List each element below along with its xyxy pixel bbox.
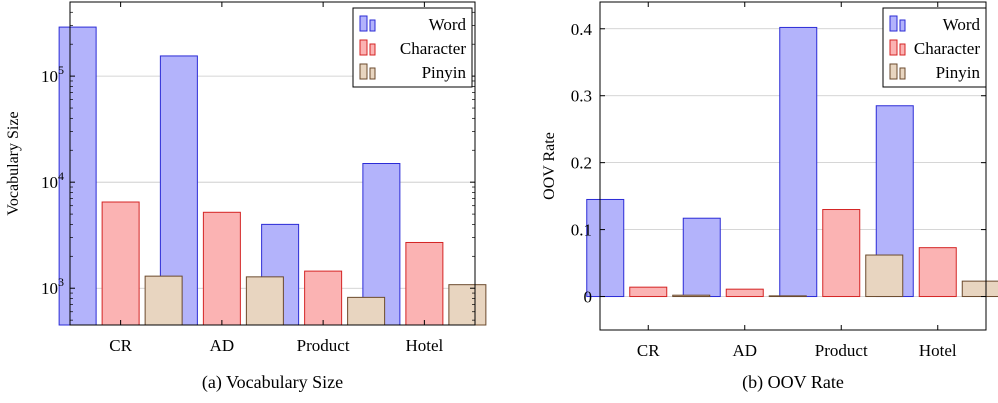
bar-word-ad bbox=[682, 217, 721, 298]
legend-swatch bbox=[899, 43, 906, 56]
bar-word-product bbox=[779, 26, 818, 298]
legend-swatch bbox=[369, 19, 376, 32]
legend-swatch bbox=[889, 63, 898, 80]
x-tick-label: AD bbox=[732, 341, 757, 360]
legend-label: Word bbox=[429, 15, 467, 34]
x-tick-label: AD bbox=[210, 336, 235, 355]
bar-pinyin-hotel bbox=[448, 284, 487, 326]
legend-swatch bbox=[889, 15, 898, 32]
y-tick-label: 0.1 bbox=[571, 221, 592, 240]
chart-panel-1: 103 104 105 CR AD Product Hotel Vocabulary Size… bbox=[5, 1, 487, 393]
chart-caption: (a) Vocabulary Size bbox=[202, 372, 343, 393]
legend-label: Character bbox=[400, 39, 466, 58]
y-tick-label: 0.3 bbox=[571, 87, 592, 106]
plot-frame bbox=[69, 1, 476, 326]
y-tick-label: 0 bbox=[584, 288, 593, 307]
bar-word-cr bbox=[58, 26, 97, 326]
bar-pinyin-product bbox=[865, 254, 904, 298]
legend: Word Character Pinyin bbox=[882, 7, 987, 88]
legend-label: Character bbox=[914, 39, 980, 58]
bar-character-product bbox=[822, 209, 861, 298]
bar-character-cr bbox=[629, 286, 668, 298]
x-tick-label: Product bbox=[815, 341, 868, 360]
bar-word-cr bbox=[586, 198, 625, 298]
bar-pinyin-ad bbox=[245, 276, 284, 326]
legend-label: Word bbox=[943, 15, 981, 34]
legend-swatch bbox=[359, 39, 368, 56]
y-tick-label: 105 bbox=[41, 63, 64, 86]
bar-pinyin-ad bbox=[768, 295, 807, 298]
plot-frame bbox=[599, 1, 987, 331]
bar-pinyin-cr bbox=[144, 275, 183, 326]
bar-character-product bbox=[304, 270, 343, 326]
legend-swatch bbox=[899, 67, 906, 80]
legend-swatch bbox=[889, 39, 898, 56]
bar-character-cr bbox=[101, 201, 140, 326]
bar-character-hotel bbox=[405, 241, 444, 326]
legend-label: Pinyin bbox=[936, 63, 981, 82]
bar-character-ad bbox=[202, 211, 241, 326]
x-tick-label: Hotel bbox=[919, 341, 957, 360]
legend-swatch bbox=[369, 67, 376, 80]
y-tick-label: 0.2 bbox=[571, 154, 592, 173]
legend-swatch bbox=[359, 15, 368, 32]
x-tick-label: CR bbox=[109, 336, 132, 355]
legend-swatch bbox=[899, 19, 906, 32]
y-tick-label: 103 bbox=[41, 275, 64, 298]
chart-panel-2: 0 0.1 0.2 0.3 0.4 CR AD Product Hotel OOV Rate Wor… bbox=[541, 1, 998, 393]
bar-pinyin-cr bbox=[672, 294, 711, 298]
x-tick-label: Product bbox=[297, 336, 350, 355]
x-tick-label: Hotel bbox=[405, 336, 443, 355]
legend-swatch bbox=[359, 63, 368, 80]
bar-character-ad bbox=[725, 288, 764, 298]
x-tick-label: CR bbox=[637, 341, 660, 360]
bar-character-hotel bbox=[918, 247, 957, 298]
legend-swatch bbox=[369, 43, 376, 56]
legend-label: Pinyin bbox=[422, 63, 467, 82]
chart-caption: (b) OOV Rate bbox=[742, 372, 844, 393]
legend: Word Character Pinyin bbox=[352, 7, 473, 88]
bar-pinyin-hotel bbox=[961, 280, 998, 298]
y-tick-label: 0.4 bbox=[571, 20, 593, 39]
y-tick-label: 104 bbox=[41, 169, 64, 192]
y-axis-label: OOV Rate bbox=[541, 132, 558, 200]
bar-pinyin-product bbox=[347, 296, 386, 326]
y-axis-label: Vocabulary Size bbox=[5, 111, 22, 215]
